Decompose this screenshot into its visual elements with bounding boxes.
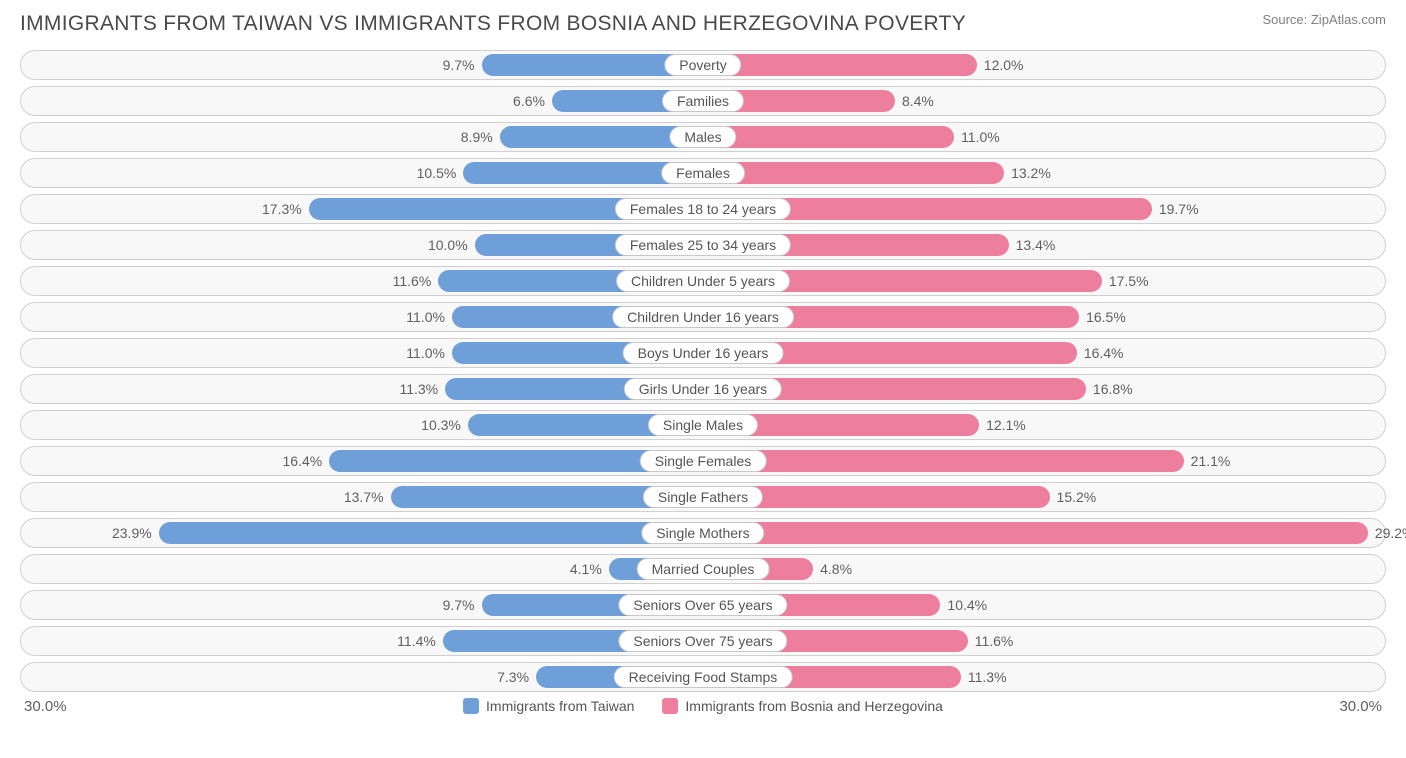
legend-item-left: Immigrants from Taiwan bbox=[463, 698, 634, 714]
value-right: 12.0% bbox=[984, 51, 1024, 81]
bar-right bbox=[704, 54, 977, 76]
bar-right bbox=[704, 126, 954, 148]
chart-row: 16.4% 21.1% Single Females bbox=[20, 446, 1386, 476]
category-label: Boys Under 16 years bbox=[623, 342, 784, 364]
legend-label-right: Immigrants from Bosnia and Herzegovina bbox=[685, 698, 943, 714]
value-right: 16.5% bbox=[1086, 303, 1126, 333]
chart-container: IMMIGRANTS FROM TAIWAN VS IMMIGRANTS FRO… bbox=[0, 0, 1406, 734]
chart-row: 11.0% 16.5% Children Under 16 years bbox=[20, 302, 1386, 332]
value-right: 19.7% bbox=[1159, 195, 1199, 225]
value-left: 7.3% bbox=[497, 663, 529, 693]
value-left: 11.0% bbox=[406, 339, 445, 369]
axis-max-left: 30.0% bbox=[24, 698, 67, 715]
value-right: 29.2% bbox=[1375, 519, 1406, 549]
category-label: Families bbox=[662, 90, 744, 112]
value-left: 4.1% bbox=[570, 555, 602, 585]
value-right: 4.8% bbox=[820, 555, 852, 585]
source-name: ZipAtlas.com bbox=[1311, 12, 1386, 27]
category-label: Girls Under 16 years bbox=[624, 378, 782, 400]
value-right: 13.2% bbox=[1011, 159, 1051, 189]
value-left: 17.3% bbox=[262, 195, 302, 225]
value-left: 10.0% bbox=[428, 231, 468, 261]
category-label: Receiving Food Stamps bbox=[614, 666, 793, 688]
category-label: Males bbox=[669, 126, 736, 148]
value-right: 16.8% bbox=[1093, 375, 1133, 405]
value-left: 9.7% bbox=[443, 51, 475, 81]
chart-header: IMMIGRANTS FROM TAIWAN VS IMMIGRANTS FRO… bbox=[20, 12, 1386, 36]
chart-row: 10.0% 13.4% Females 25 to 34 years bbox=[20, 230, 1386, 260]
value-left: 11.6% bbox=[393, 267, 432, 297]
category-label: Children Under 5 years bbox=[616, 270, 790, 292]
chart-footer: 30.0% Immigrants from Taiwan Immigrants … bbox=[20, 698, 1386, 724]
value-right: 12.1% bbox=[986, 411, 1026, 441]
chart-rows: 9.7% 12.0% Poverty 6.6% 8.4% Families 8.9% 11.0… bbox=[20, 50, 1386, 692]
value-left: 23.9% bbox=[112, 519, 152, 549]
category-label: Married Couples bbox=[637, 558, 770, 580]
chart-row: 9.7% 10.4% Seniors Over 65 years bbox=[20, 590, 1386, 620]
category-label: Children Under 16 years bbox=[612, 306, 794, 328]
value-right: 11.3% bbox=[968, 663, 1007, 693]
category-label: Females bbox=[661, 162, 745, 184]
legend-swatch-right-icon bbox=[662, 698, 678, 714]
chart-row: 11.4% 11.6% Seniors Over 75 years bbox=[20, 626, 1386, 656]
value-left: 11.4% bbox=[397, 627, 436, 657]
category-label: Poverty bbox=[664, 54, 741, 76]
category-label: Seniors Over 75 years bbox=[618, 630, 787, 652]
value-right: 15.2% bbox=[1057, 483, 1097, 513]
value-left: 11.3% bbox=[399, 375, 438, 405]
chart-row: 13.7% 15.2% Single Fathers bbox=[20, 482, 1386, 512]
value-left: 8.9% bbox=[461, 123, 493, 153]
category-label: Females 25 to 34 years bbox=[615, 234, 791, 256]
chart-row: 8.9% 11.0% Males bbox=[20, 122, 1386, 152]
category-label: Single Mothers bbox=[641, 522, 764, 544]
legend-swatch-left-icon bbox=[463, 698, 479, 714]
value-left: 9.7% bbox=[443, 591, 475, 621]
value-right: 21.1% bbox=[1191, 447, 1231, 477]
value-right: 11.0% bbox=[961, 123, 1000, 153]
legend-item-right: Immigrants from Bosnia and Herzegovina bbox=[662, 698, 943, 714]
bar-right bbox=[704, 450, 1184, 472]
value-right: 17.5% bbox=[1109, 267, 1149, 297]
chart-row: 17.3% 19.7% Females 18 to 24 years bbox=[20, 194, 1386, 224]
value-left: 10.5% bbox=[417, 159, 457, 189]
chart-row: 9.7% 12.0% Poverty bbox=[20, 50, 1386, 80]
chart-row: 11.0% 16.4% Boys Under 16 years bbox=[20, 338, 1386, 368]
chart-row: 11.3% 16.8% Girls Under 16 years bbox=[20, 374, 1386, 404]
bar-right bbox=[704, 162, 1004, 184]
chart-row: 4.1% 4.8% Married Couples bbox=[20, 554, 1386, 584]
value-left: 6.6% bbox=[513, 87, 545, 117]
chart-row: 23.9%29.2%Single Mothers bbox=[20, 518, 1386, 548]
chart-source: Source: ZipAtlas.com bbox=[1262, 12, 1386, 27]
chart-row: 10.5% 13.2% Females bbox=[20, 158, 1386, 188]
chart-row: 6.6% 8.4% Families bbox=[20, 86, 1386, 116]
category-label: Single Females bbox=[640, 450, 767, 472]
chart-row: 7.3% 11.3% Receiving Food Stamps bbox=[20, 662, 1386, 692]
category-label: Single Males bbox=[648, 414, 758, 436]
chart-row: 11.6% 17.5% Children Under 5 years bbox=[20, 266, 1386, 296]
bar-left bbox=[159, 522, 702, 544]
legend-label-left: Immigrants from Taiwan bbox=[486, 698, 634, 714]
value-right: 11.6% bbox=[975, 627, 1014, 657]
value-left: 16.4% bbox=[282, 447, 322, 477]
value-left: 10.3% bbox=[421, 411, 461, 441]
chart-title: IMMIGRANTS FROM TAIWAN VS IMMIGRANTS FRO… bbox=[20, 12, 966, 36]
axis-max-right: 30.0% bbox=[1339, 698, 1382, 715]
category-label: Seniors Over 65 years bbox=[618, 594, 787, 616]
bar-right bbox=[704, 522, 1368, 544]
legend: Immigrants from Taiwan Immigrants from B… bbox=[463, 698, 943, 714]
value-right: 10.4% bbox=[947, 591, 987, 621]
category-label: Single Fathers bbox=[643, 486, 763, 508]
value-right: 16.4% bbox=[1084, 339, 1124, 369]
value-left: 11.0% bbox=[406, 303, 445, 333]
value-right: 13.4% bbox=[1016, 231, 1056, 261]
value-left: 13.7% bbox=[344, 483, 384, 513]
source-prefix: Source: bbox=[1262, 12, 1310, 27]
category-label: Females 18 to 24 years bbox=[615, 198, 791, 220]
value-right: 8.4% bbox=[902, 87, 934, 117]
chart-row: 10.3% 12.1% Single Males bbox=[20, 410, 1386, 440]
